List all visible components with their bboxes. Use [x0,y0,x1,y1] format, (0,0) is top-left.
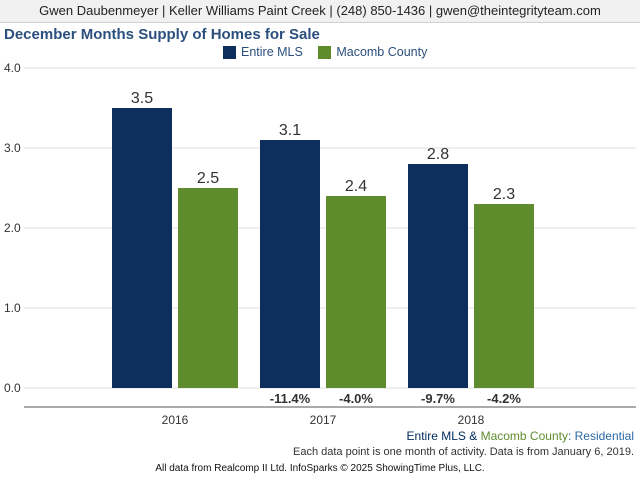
chart-title: December Months Supply of Homes for Sale [4,26,320,43]
bar [408,164,468,388]
legend-item-macomb-county: Macomb County [318,45,427,59]
y-tick-label: 2.0 [4,221,21,235]
bar-value-label: 3.5 [131,90,153,107]
bar-value-label: 3.1 [279,122,301,139]
legend: Entire MLS Macomb County [223,45,439,62]
y-tick-label: 4.0 [4,61,21,75]
bar [178,188,238,388]
source-footer: All data from Realcomp II Ltd. InfoSpark… [155,463,485,474]
change-label: -9.7% [421,391,455,406]
bar-value-label: 2.4 [345,178,367,195]
x-tick-label: 2016 [162,413,189,427]
legend-label-entire-mls: Entire MLS [241,45,303,59]
subtitle-macomb-county: Macomb County [480,429,568,443]
bar [474,204,534,388]
subtitle-residential: : Residential [567,429,634,443]
chart-subtitle: Entire MLS & Macomb County: Residential [407,429,634,443]
bar [260,140,320,388]
bar [112,108,172,388]
change-label: -4.2% [487,391,521,406]
legend-item-entire-mls: Entire MLS [223,45,303,59]
x-tick-label: 2018 [458,413,485,427]
data-note: Each data point is one month of activity… [293,446,634,458]
subtitle-entire-mls: Entire MLS [406,429,466,443]
bar-chart: 0.0 1.0 2.0 3.0 4.0 3.5 2.5 2016 3.1 -11.4% 2.4 -4.… [4,61,636,427]
legend-swatch-macomb-county [318,45,332,59]
bar-value-label: 2.8 [427,146,449,163]
bar-value-label: 2.3 [493,186,515,203]
change-label: -11.4% [270,391,311,406]
change-label: -4.0% [339,391,373,406]
bar [326,196,386,388]
legend-label-macomb-county: Macomb County [336,45,428,59]
y-tick-label: 3.0 [4,141,21,155]
subtitle-ampersand: & [465,429,481,443]
x-tick-label: 2017 [310,413,337,427]
agent-header: Gwen Daubenmeyer | Keller Williams Paint… [0,0,640,23]
legend-swatch-entire-mls [223,45,236,59]
y-tick-label: 0.0 [4,381,21,395]
bar-value-label: 2.5 [197,170,219,187]
y-tick-label: 1.0 [4,301,21,315]
